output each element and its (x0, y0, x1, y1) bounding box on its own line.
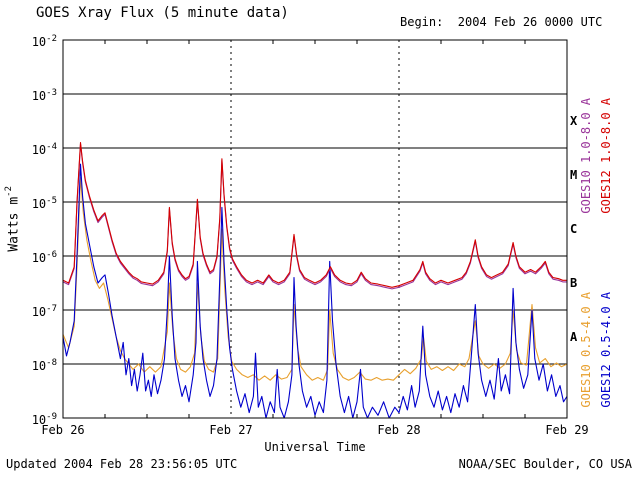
x-tick-label: Feb 28 (377, 423, 421, 437)
x-axis-tick-labels: Feb 26 Feb 27 Feb 28 Feb 29 (0, 423, 640, 439)
y-tick-label: 10-9 (31, 412, 57, 427)
x-tick-label: Feb 27 (209, 423, 253, 437)
series-line-goes10-long (63, 143, 567, 290)
y-tick-label: 10-5 (31, 196, 57, 211)
source-credit: NOAA/SEC Boulder, CO USA (458, 457, 632, 471)
updated-timestamp: Updated 2004 Feb 28 23:56:05 UTC (6, 457, 238, 471)
x-axis-title: Universal Time (264, 440, 366, 454)
plot-frame (62, 39, 568, 419)
y-axis-tick-labels: 10-2 10-3 10-4 10-5 10-6 10-7 10-8 10-9 (0, 0, 57, 480)
x-tick-label: Feb 26 (41, 423, 85, 437)
series-line-goes12-long (63, 142, 567, 288)
begin-time-label: Begin: 2004 Feb 26 0000 UTC (400, 15, 603, 29)
y-tick-label: 10-2 (31, 34, 57, 49)
y-tick-label: 10-7 (31, 304, 57, 319)
y-tick-label: 10-3 (31, 88, 57, 103)
series-layer (63, 142, 567, 418)
y-tick-label: 10-8 (31, 358, 57, 373)
series-line-goes10-short (63, 177, 567, 381)
y-tick-label: 10-6 (31, 250, 57, 265)
y-tick-label: 10-4 (31, 142, 57, 157)
series-line-goes12-short (63, 163, 567, 418)
x-tick-label: Feb 29 (545, 423, 589, 437)
page-title: GOES Xray Flux (5 minute data) (36, 5, 289, 21)
